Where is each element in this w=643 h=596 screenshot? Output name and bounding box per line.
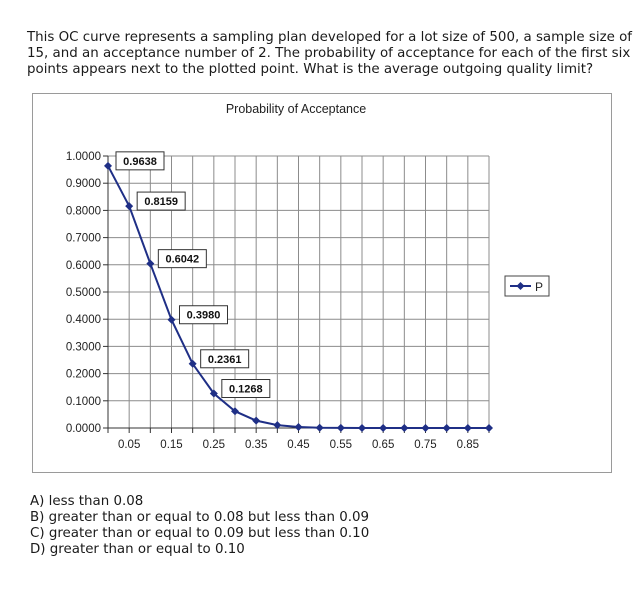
x-tick-label: 0.75 [414,439,436,451]
data-point-marker [463,424,472,432]
y-tick-label: 0.5000 [66,287,101,299]
answer-option-b[interactable]: B) greater than or equal to 0.08 but les… [30,510,370,525]
legend-label: P [535,280,543,294]
data-label: 0.3980 [187,310,221,322]
data-point-marker [188,359,197,368]
x-tick-label: 0.55 [330,439,352,451]
data-label-box [157,249,207,269]
data-point-marker [146,259,155,268]
legend-marker [516,282,525,290]
question-line: This OC curve represents a sampling plan… [27,30,633,45]
data-point-marker [104,161,112,170]
x-tick-label: 0.05 [118,439,140,451]
x-tick-label: 0.45 [287,439,309,451]
answer-option-c[interactable]: C) greater than or equal to 0.09 but les… [30,526,370,541]
data-point-marker [252,416,261,425]
y-tick-label: 0.4000 [66,314,101,326]
answer-choices: A) less than 0.08 B) greater than or equ… [30,494,369,558]
y-tick-label: 0.0000 [66,423,101,435]
data-point-marker [209,389,218,398]
question-text: This OC curve represents a sampling plan… [27,30,633,78]
data-label: 0.6042 [166,254,200,266]
data-point-marker [167,315,176,324]
data-point-marker [400,424,409,432]
data-point-marker [379,424,388,432]
data-label-box [115,151,165,171]
data-label: 0.8159 [144,196,178,208]
y-tick-label: 0.9000 [66,178,101,190]
oc-curve-chart: Probability of Acceptance 0.0000 0.1000 0.… [66,102,550,451]
data-point-marker [231,407,239,416]
data-point-marker [294,422,303,431]
x-tick-label: 0.85 [457,439,479,451]
answer-option-a[interactable]: A) less than 0.08 [30,494,144,509]
y-tick-label: 0.8000 [66,205,101,217]
question-line: 15, and an acceptance number of 2. The p… [27,46,631,61]
data-label: 0.9638 [123,156,157,168]
y-tick-label: 1.0000 [66,151,101,163]
data-label-box [221,379,271,399]
question-line: points appears next to the plotted point… [27,62,594,77]
data-point-marker [485,424,493,432]
data-point-marker [125,202,134,211]
answer-option-d[interactable]: D) greater than or equal to 0.10 [30,542,245,557]
data-label-box [179,305,228,325]
data-label: 0.1268 [229,384,263,396]
x-tick-label: 0.65 [372,439,394,451]
chart-title: Probability of Acceptance [226,102,366,116]
x-tick-label: 0.15 [160,439,182,451]
y-tick-label: 0.1000 [66,396,101,408]
data-point-marker [273,421,282,430]
data-point-marker [315,423,324,432]
y-tick-label: 0.7000 [66,233,101,245]
data-label: 0.2361 [208,354,242,366]
x-tick-label: 0.35 [245,439,267,451]
y-tick-label: 0.2000 [66,369,101,381]
data-point-marker [336,423,345,432]
data-point-marker [442,424,451,432]
data-label-box [200,349,250,369]
data-point-marker [358,423,366,432]
data-label-box [136,191,186,211]
data-point-marker [421,424,430,432]
y-tick-label: 0.6000 [66,260,101,272]
y-tick-label: 0.3000 [66,341,101,353]
chart-area: Probability of Acceptance 0.0000 0.1000 0.… [32,93,612,473]
x-tick-label: 0.25 [203,439,225,451]
